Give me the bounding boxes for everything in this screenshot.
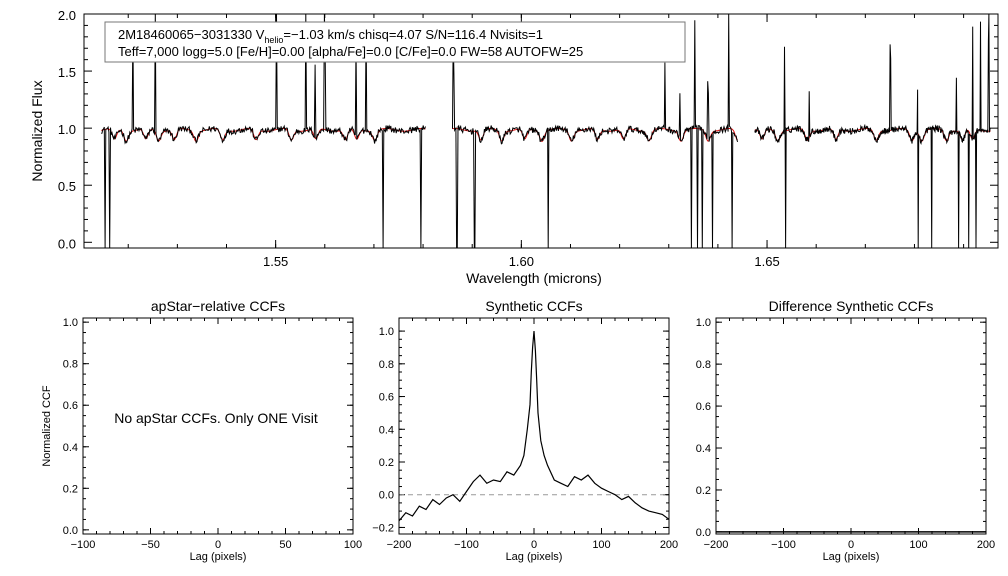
- apstar-ccf-frame: [82, 317, 354, 535]
- apstar-y-axis-label: Normalized CCF: [41, 385, 53, 467]
- spectrum-xtick-label: 1.55: [263, 254, 288, 269]
- spectrum-plot-frame: [83, 13, 999, 249]
- apstar-xtick-label: −50: [141, 539, 160, 551]
- spectrum-axis-ticks: [84, 13, 998, 248]
- synthetic-ccf-panel: Synthetic CCFs −200 −100 0 100 200 −0.2 …: [372, 298, 678, 563]
- apstar-ccf-panel: apStar−relative CCFs No apStar CCFs. Onl…: [41, 298, 362, 563]
- apstar-xtick-label: 50: [279, 539, 291, 551]
- synthetic-ytick-label: 0.6: [379, 392, 394, 404]
- spectrum-ytick-label: 2.0: [58, 8, 76, 23]
- spectrum-ytick-label: 0.5: [58, 179, 76, 194]
- synthetic-ccf-title: Synthetic CCFs: [485, 298, 582, 314]
- apstar-ytick-label: 0.0: [63, 525, 78, 537]
- difference-xtick-label: 200: [977, 539, 995, 551]
- synthetic-x-axis-label: Lag (pixels): [506, 551, 563, 563]
- synthetic-xtick-label: 200: [660, 539, 678, 551]
- difference-ytick-label: 0.2: [696, 485, 711, 497]
- synthetic-xtick-label: −100: [454, 539, 479, 551]
- apstar-xtick-label: 100: [344, 539, 362, 551]
- difference-ytick-label: 0.8: [696, 359, 711, 371]
- spectrum-panel: 2M18460065−3031330 Vhelio=−1.03 km/s chi…: [29, 8, 999, 286]
- synthetic-ytick-label: 0.4: [379, 424, 394, 436]
- apstar-ccf-title: apStar−relative CCFs: [151, 298, 285, 314]
- info-line1-sub: helio: [264, 35, 283, 45]
- info-box-line1: 2M18460065−3031330 Vhelio=−1.03 km/s chi…: [118, 27, 543, 45]
- synthetic-ytick-label: −0.2: [372, 522, 394, 534]
- synthetic-xtick-label: 0: [531, 539, 537, 551]
- difference-ytick-label: 0.0: [696, 527, 711, 539]
- difference-ytick-label: 1.0: [696, 317, 711, 329]
- difference-xtick-label: −100: [771, 539, 796, 551]
- apstar-ytick-label: 0.8: [63, 359, 78, 371]
- difference-ccf-title: Difference Synthetic CCFs: [769, 298, 934, 314]
- synthetic-ytick-label: 0.2: [379, 457, 394, 469]
- apstar-ytick-label: 1.0: [63, 317, 78, 329]
- synthetic-xtick-label: 100: [592, 539, 610, 551]
- info-line1-post: =−1.03 km/s chisq=4.07 S/N=116.4 Nvisits…: [283, 27, 543, 42]
- apstar-x-axis-label: Lag (pixels): [190, 551, 247, 563]
- difference-xtick-label: −200: [704, 539, 729, 551]
- synthetic-ccf-frame: [398, 317, 670, 535]
- synthetic-ccf-lines: [398, 331, 670, 522]
- info-box-frame: [104, 21, 686, 63]
- difference-ccf-frame: [715, 317, 987, 535]
- apstar-ytick-label: 0.4: [63, 442, 78, 454]
- synthetic-ytick-label: 0.8: [379, 359, 394, 371]
- difference-ytick-label: 0.4: [696, 443, 711, 455]
- synthetic-xtick-label: −200: [387, 539, 412, 551]
- spectrum-y-axis-label: Normalized Flux: [29, 80, 45, 181]
- spectrum-x-axis-label: Wavelength (microns): [466, 270, 602, 286]
- spectrum-xtick-label: 1.65: [754, 254, 779, 269]
- spectrum-ytick-label: 1.0: [58, 122, 76, 137]
- spectrum-lines: [101, 13, 991, 249]
- difference-xtick-label: 100: [909, 539, 927, 551]
- synthetic-ccf-curve: [398, 331, 670, 522]
- difference-ccf-panel: Difference Synthetic CCFs −200 −100 0 10…: [696, 298, 995, 563]
- synthetic-ytick-label: 0.0: [379, 490, 394, 502]
- apstar-ytick-label: 0.6: [63, 400, 78, 412]
- difference-xtick-label: 0: [848, 539, 854, 551]
- difference-ytick-label: 0.6: [696, 401, 711, 413]
- spectrum-observed-line: [452, 13, 739, 249]
- spectrum-observed-line: [754, 13, 991, 249]
- spectrum-ytick-label: 1.5: [58, 65, 76, 80]
- spectrum-info-box: 2M18460065−3031330 Vhelio=−1.03 km/s chi…: [104, 21, 686, 63]
- synthetic-ytick-label: 1.0: [379, 326, 394, 338]
- spectrum-xtick-label: 1.60: [509, 254, 534, 269]
- apstar-xtick-label: −100: [71, 539, 96, 551]
- apstar-ytick-label: 0.2: [63, 483, 78, 495]
- apstar-ccf-note: No apStar CCFs. Only ONE Visit: [114, 410, 318, 426]
- info-box-line2: Teff=7,000 logg=5.0 [Fe/H]=0.00 [alpha/F…: [118, 44, 583, 59]
- info-line1-pre: 2M18460065−3031330 V: [118, 27, 265, 42]
- apstar-xtick-label: 0: [215, 539, 221, 551]
- spectrum-ytick-label: 0.0: [58, 236, 76, 251]
- difference-x-axis-label: Lag (pixels): [823, 551, 880, 563]
